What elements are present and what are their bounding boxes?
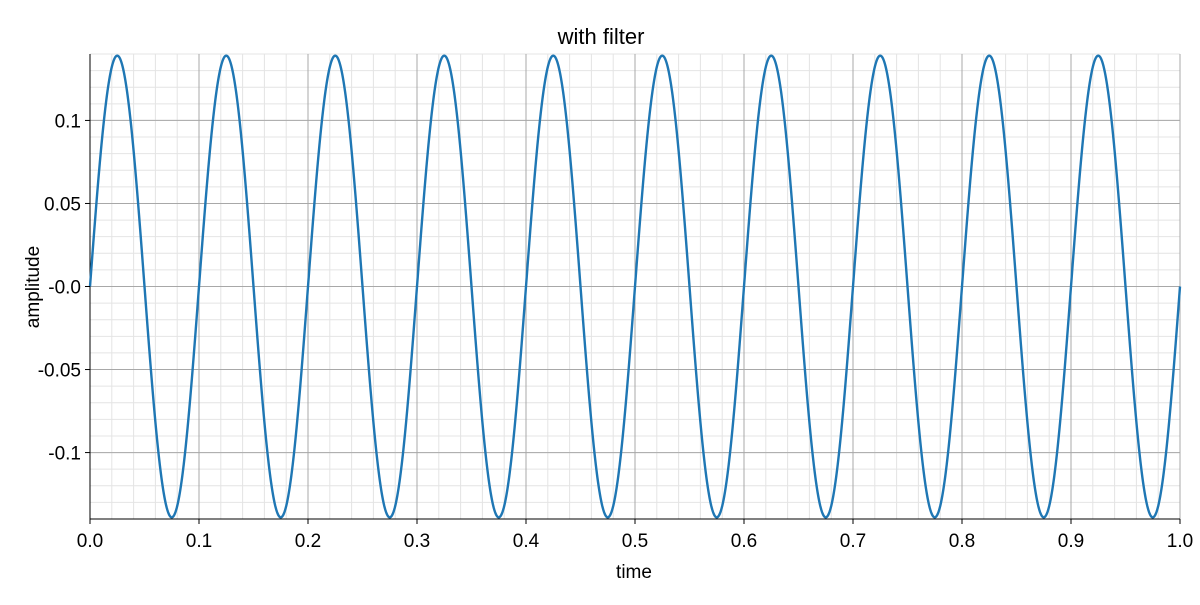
x-axis-label: time bbox=[616, 562, 652, 583]
x-tick-label: 0.3 bbox=[404, 531, 430, 552]
x-tick-label: 0.4 bbox=[513, 531, 540, 552]
x-tick-labels: 0.0 0.1 0.2 0.3 0.4 0.5 0.6 0.7 0.8 0.9 1.0 bbox=[77, 519, 1193, 552]
y-tick-labels: 0.1 0.05 -0.0 -0.05 -0.1 bbox=[38, 111, 90, 465]
x-tick-label: 1.0 bbox=[1167, 531, 1193, 552]
y-axis-label: amplitude bbox=[23, 246, 44, 328]
series-layer bbox=[88, 54, 1182, 519]
y-tick-label: -0.1 bbox=[48, 444, 81, 465]
x-tick-label: 0.0 bbox=[77, 531, 103, 552]
x-tick-label: 0.7 bbox=[840, 531, 866, 552]
x-tick-label: 0.9 bbox=[1058, 531, 1084, 552]
x-tick-label: 0.5 bbox=[622, 531, 648, 552]
x-tick-label: 0.8 bbox=[949, 531, 975, 552]
chart-title: with filter bbox=[557, 24, 645, 49]
x-tick-label: 0.6 bbox=[731, 531, 757, 552]
y-tick-label: 0.05 bbox=[44, 194, 81, 215]
x-tick-label: 0.1 bbox=[186, 531, 212, 552]
x-tick-label: 0.2 bbox=[295, 531, 321, 552]
y-tick-label: -0.05 bbox=[38, 361, 81, 382]
series-line bbox=[88, 54, 1182, 519]
y-tick-label: 0.1 bbox=[55, 111, 81, 132]
y-tick-label: -0.0 bbox=[48, 278, 81, 299]
